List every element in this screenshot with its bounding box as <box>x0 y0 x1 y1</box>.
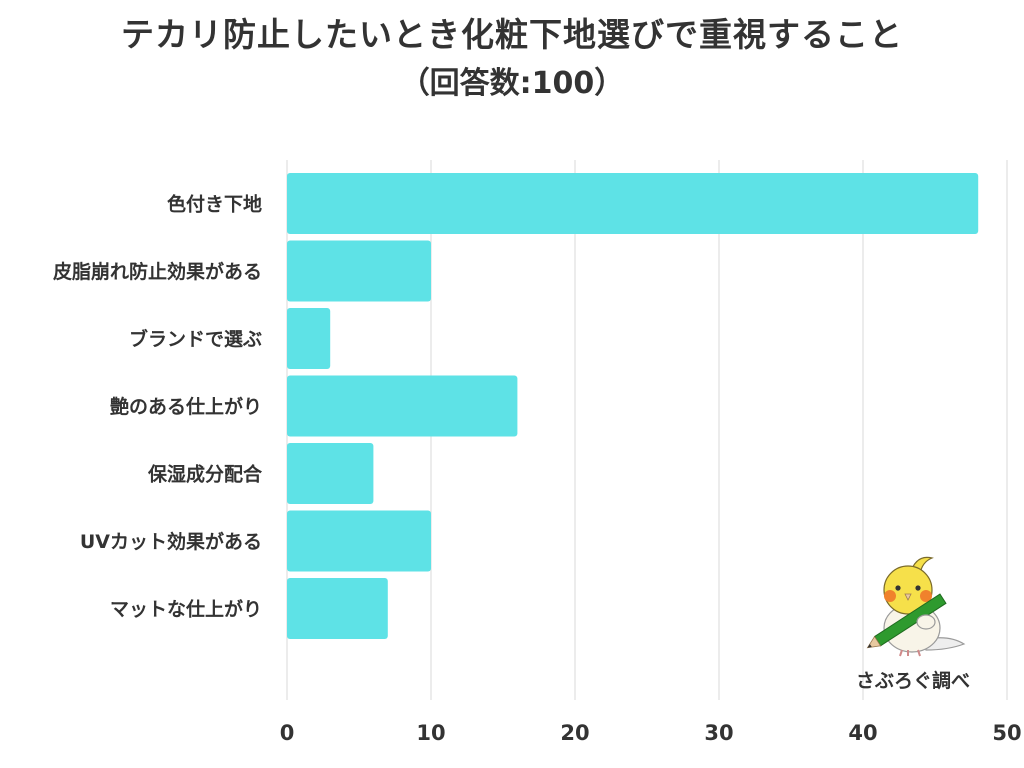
bar <box>287 443 374 504</box>
x-tick-label: 20 <box>560 721 589 745</box>
category-label: 皮脂崩れ防止効果がある <box>53 260 262 283</box>
credit-label: さぶろぐ調べ <box>855 670 970 692</box>
bar <box>287 308 331 369</box>
category-label: 艶のある仕上がり <box>110 395 262 418</box>
x-tick-label: 0 <box>280 721 295 745</box>
bars <box>287 173 979 639</box>
x-axis-ticks: 0 10 20 30 40 50 <box>280 721 1022 745</box>
category-label: UVカット効果がある <box>80 530 262 553</box>
x-tick-label: 50 <box>992 721 1021 745</box>
x-tick-label: 40 <box>848 721 877 745</box>
category-label: 色付き下地 <box>167 193 262 216</box>
cockatiel-with-pencil-icon <box>866 556 966 657</box>
bar <box>287 173 979 234</box>
category-label: 保湿成分配合 <box>147 463 263 486</box>
bar <box>287 375 518 437</box>
chart-title: テカリ防止したいとき化粧下地選びで重視すること <box>121 15 903 54</box>
category-label: ブランドで選ぶ <box>129 328 262 351</box>
bar <box>287 578 388 639</box>
bar <box>287 510 431 572</box>
category-label: マットな仕上がり <box>110 598 262 621</box>
chart-subtitle: （回答数:100） <box>399 66 625 101</box>
bar <box>287 240 431 302</box>
x-tick-label: 30 <box>704 721 733 745</box>
x-tick-label: 10 <box>416 721 445 745</box>
